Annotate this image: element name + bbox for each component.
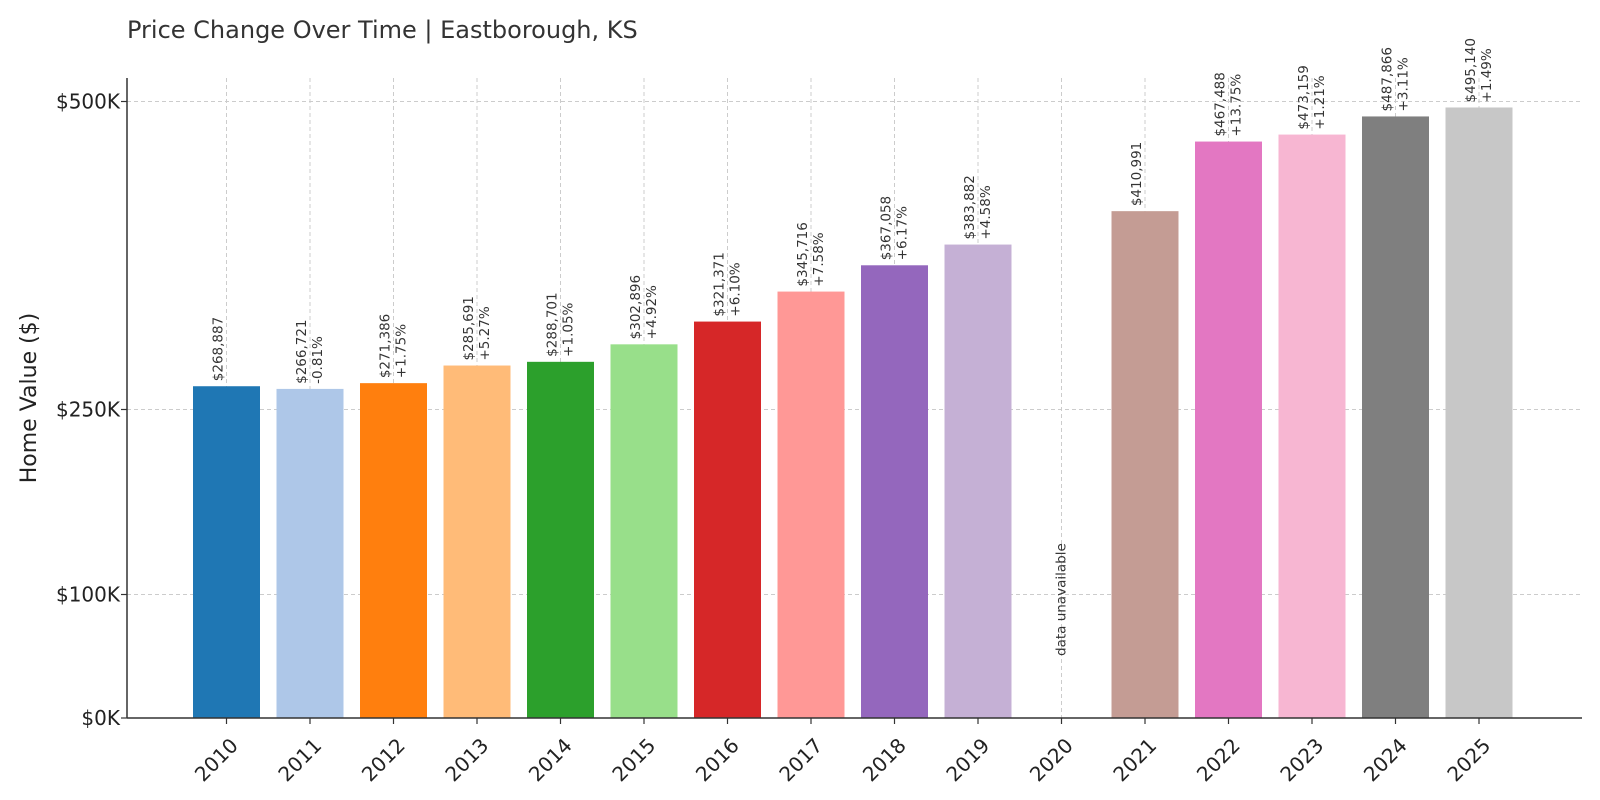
bar-change-label: +1.75% (394, 324, 410, 378)
bar-change-label: +1.49% (1479, 48, 1495, 102)
bar-2010 (193, 386, 260, 718)
bar-value-label: $288,701 (545, 292, 561, 356)
bar-2025 (1445, 107, 1513, 718)
bar-2012 (360, 383, 427, 718)
x-tick-label: 2017 (774, 733, 827, 786)
bar-change-label: +1.05% (561, 302, 577, 356)
bar-value-label: $271,386 (378, 314, 394, 378)
bar-value-label: $302,896 (628, 275, 644, 339)
missing-data-label: data unavailable (1054, 543, 1070, 656)
bar-2024 (1362, 116, 1429, 718)
bar-value-label: $285,691 (461, 296, 477, 360)
x-tick-label: 2016 (691, 733, 744, 786)
bar-change-label: +5.27% (477, 306, 493, 360)
x-tick-label: 2020 (1025, 733, 1078, 786)
bar-value-label: $467,488 (1213, 72, 1229, 136)
x-tick-label: 2022 (1192, 733, 1245, 786)
x-tick-label: 2015 (607, 733, 660, 786)
bar-value-label: $487,866 (1380, 47, 1396, 111)
bar-2016 (694, 321, 761, 718)
bar-2011 (276, 388, 344, 718)
bar-change-label: +7.58% (811, 232, 827, 286)
bar-2014 (527, 361, 594, 718)
bar-value-label: $383,882 (962, 175, 978, 239)
y-tick-label: $500K (56, 90, 121, 114)
bar-2023 (1278, 134, 1346, 718)
bar-value-label: $321,371 (712, 252, 728, 316)
x-tick-label: 2014 (524, 733, 577, 786)
bar-labels: $268,887 $266,721 -0.81% $271,386 +1.75% $285… (211, 38, 1496, 656)
bar-2015 (610, 344, 678, 718)
bar-change-label: +1.21% (1312, 75, 1328, 129)
x-tick-label: 2011 (273, 733, 326, 786)
bar-value-label: $268,887 (211, 317, 227, 381)
x-tick-label: 2023 (1275, 733, 1328, 786)
x-tick-label: 2021 (1108, 733, 1161, 786)
bars (193, 107, 1513, 718)
bar-change-label: -0.81% (310, 336, 326, 384)
bar-value-label: $495,140 (1463, 38, 1479, 102)
x-tick-label: 2013 (440, 733, 493, 786)
bar-value-label: $345,716 (795, 222, 811, 286)
bar-value-label: $266,721 (294, 319, 310, 383)
bar-change-label: +13.75% (1229, 74, 1245, 137)
x-tick-label: 2019 (941, 733, 994, 786)
bar-2017 (777, 291, 845, 718)
bar-2021 (1111, 211, 1179, 718)
bar-change-label: +3.11% (1396, 57, 1412, 111)
y-tick-label: $100K (56, 583, 121, 607)
x-tick-label: 2018 (858, 733, 911, 786)
bar-2018 (861, 265, 928, 718)
y-tick-label: $250K (56, 398, 121, 422)
bar-change-label: +6.17% (895, 206, 911, 260)
bar-change-label: +6.10% (728, 262, 744, 316)
bar-value-label: $367,058 (879, 196, 895, 260)
bar-value-label: $410,991 (1129, 142, 1145, 206)
bar-2019 (944, 244, 1012, 718)
bar-value-label: $473,159 (1296, 65, 1312, 129)
y-tick-label: $0K (81, 706, 120, 730)
x-tick-label: 2010 (190, 733, 243, 786)
bar-2013 (443, 365, 511, 718)
x-tick-label: 2012 (357, 733, 410, 786)
bar-change-label: +4.58% (978, 185, 994, 239)
chart-title: Price Change Over Time | Eastborough, KS (127, 16, 638, 44)
bar-change-label: +4.92% (644, 285, 660, 339)
x-tick-label: 2025 (1442, 733, 1495, 786)
bar-2022 (1195, 141, 1262, 718)
y-axis-title: Home Value ($) (17, 313, 42, 484)
x-tick-label: 2024 (1359, 733, 1412, 786)
